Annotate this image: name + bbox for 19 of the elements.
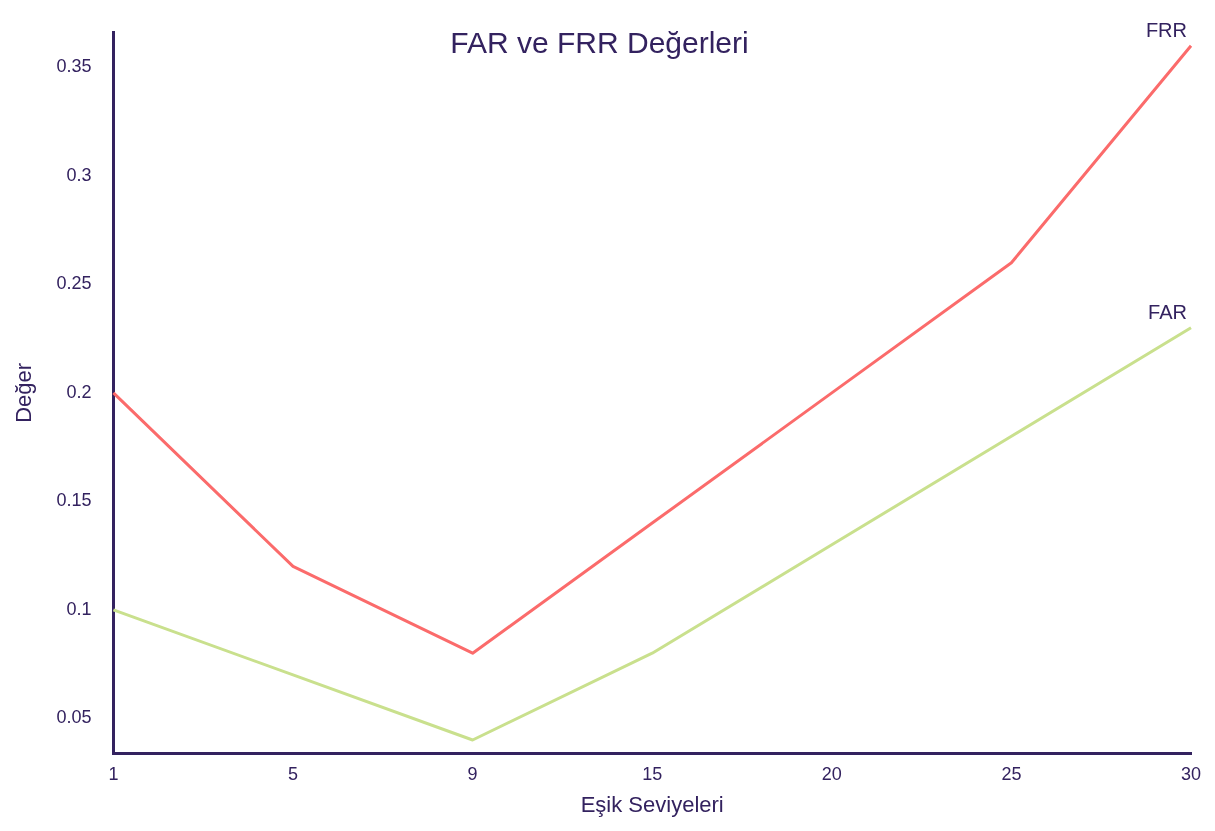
x-tick-label: 20 bbox=[821, 763, 842, 784]
x-tick-label: 9 bbox=[467, 763, 478, 784]
x-tick-label: 30 bbox=[1180, 763, 1202, 784]
y-tick-label: 0.1 bbox=[66, 598, 92, 619]
x-tick-label: 25 bbox=[1001, 763, 1022, 784]
x-tick-label: 1 bbox=[108, 763, 119, 784]
y-axis-title: Değer bbox=[11, 362, 37, 423]
series-label: FAR bbox=[1148, 301, 1187, 324]
y-tick-label: 0.25 bbox=[56, 273, 92, 294]
y-tick-label: 0.35 bbox=[56, 56, 92, 77]
y-tick-label: 0.3 bbox=[66, 164, 92, 185]
y-tick-label: 0.2 bbox=[66, 381, 92, 402]
x-tick-label: 5 bbox=[288, 763, 299, 784]
x-tick-label: 15 bbox=[642, 763, 663, 784]
x-axis-title: Eşik Seviyeleri bbox=[580, 791, 724, 817]
y-tick-label: 0.15 bbox=[56, 490, 92, 511]
y-tick-label: 0.05 bbox=[56, 707, 92, 728]
chart-title: FAR ve FRR Değerleri bbox=[450, 26, 749, 60]
series-label: FRR bbox=[1145, 19, 1187, 42]
